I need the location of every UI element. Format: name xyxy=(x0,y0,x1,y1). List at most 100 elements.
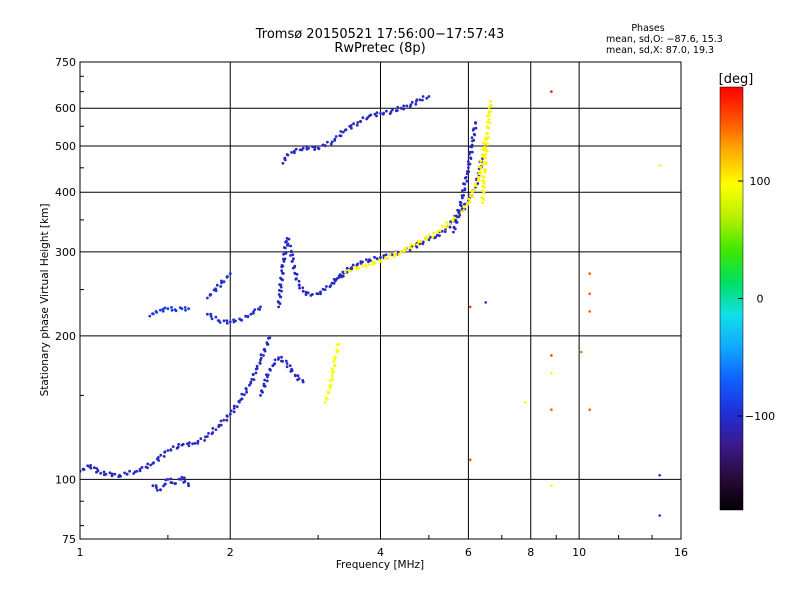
data-point xyxy=(462,209,466,213)
data-point xyxy=(352,266,356,269)
data-point xyxy=(326,390,330,394)
data-point xyxy=(294,147,298,151)
y-tick-label: 400 xyxy=(55,186,76,199)
data-point xyxy=(399,106,403,110)
data-point xyxy=(392,255,396,259)
data-point xyxy=(379,256,382,259)
data-point xyxy=(463,202,467,206)
data-point xyxy=(305,145,308,148)
data-point xyxy=(113,472,117,476)
plot-frame xyxy=(79,61,682,540)
data-point xyxy=(156,488,159,492)
chart-title: Tromsø 20150521 17:56:00−17:57:43 xyxy=(255,27,505,42)
data-point xyxy=(415,98,419,102)
data-point xyxy=(436,230,439,234)
data-point xyxy=(250,377,254,381)
data-point xyxy=(412,243,416,247)
data-point xyxy=(472,127,476,130)
data-point xyxy=(306,291,310,295)
data-point xyxy=(487,110,491,114)
data-point xyxy=(468,150,472,154)
data-point xyxy=(157,459,161,462)
data-point xyxy=(396,105,400,109)
data-point xyxy=(289,254,292,257)
data-point xyxy=(259,356,263,360)
data-point xyxy=(343,270,347,274)
colorbar-label: [deg] xyxy=(719,72,754,87)
data-point xyxy=(251,372,255,376)
data-point xyxy=(290,369,294,372)
data-point xyxy=(123,471,126,475)
data-point xyxy=(301,289,305,293)
data-point xyxy=(301,380,305,384)
data-point xyxy=(289,250,293,254)
data-point xyxy=(232,410,236,414)
data-point xyxy=(170,308,174,312)
data-point xyxy=(364,258,368,261)
data-point xyxy=(480,189,484,193)
data-point xyxy=(313,146,317,149)
data-point xyxy=(149,463,153,467)
data-point xyxy=(382,254,386,258)
data-point xyxy=(209,293,213,296)
data-point xyxy=(458,200,462,204)
data-point xyxy=(350,126,353,130)
data-point xyxy=(416,243,419,246)
data-point xyxy=(383,256,387,260)
data-point xyxy=(427,234,431,237)
data-point xyxy=(245,390,249,394)
data-point xyxy=(193,442,197,445)
isolated-data-point xyxy=(588,310,591,313)
data-point xyxy=(440,225,444,228)
data-point xyxy=(485,132,488,135)
data-point xyxy=(431,235,435,239)
data-point xyxy=(260,389,263,393)
data-point xyxy=(181,442,185,446)
data-point xyxy=(285,365,289,369)
data-point xyxy=(396,250,400,254)
data-point xyxy=(219,423,223,427)
data-point xyxy=(455,214,458,218)
data-point xyxy=(397,252,401,256)
data-point xyxy=(82,468,86,471)
data-point xyxy=(469,194,472,198)
data-point xyxy=(183,306,187,309)
data-point xyxy=(214,287,218,291)
data-point xyxy=(163,450,167,454)
data-point xyxy=(485,125,489,128)
data-point xyxy=(259,394,262,397)
data-point xyxy=(290,151,293,154)
data-point xyxy=(206,296,209,300)
data-point xyxy=(326,140,329,144)
data-point xyxy=(284,250,288,254)
data-point xyxy=(291,253,295,257)
data-point xyxy=(284,246,287,250)
data-point xyxy=(474,182,477,186)
data-point xyxy=(125,472,129,476)
data-point xyxy=(297,284,301,287)
data-point xyxy=(352,122,355,126)
data-point xyxy=(394,253,397,256)
data-point xyxy=(460,194,464,198)
data-point xyxy=(279,276,282,280)
data-point xyxy=(421,240,425,244)
data-point xyxy=(279,295,283,299)
data-point xyxy=(222,418,226,422)
data-point xyxy=(457,215,461,219)
data-point xyxy=(225,321,229,325)
data-point xyxy=(254,367,258,371)
data-point xyxy=(409,242,413,246)
data-point xyxy=(187,484,191,488)
data-point xyxy=(226,275,229,278)
data-point xyxy=(316,292,320,296)
data-point xyxy=(385,109,388,113)
data-point xyxy=(355,123,359,127)
data-point xyxy=(311,145,314,149)
data-point xyxy=(333,139,336,142)
data-point xyxy=(86,464,90,468)
data-point xyxy=(268,336,272,340)
data-point xyxy=(287,237,291,241)
data-point xyxy=(339,134,343,138)
isolated-data-point xyxy=(658,514,661,517)
data-point xyxy=(288,364,292,367)
